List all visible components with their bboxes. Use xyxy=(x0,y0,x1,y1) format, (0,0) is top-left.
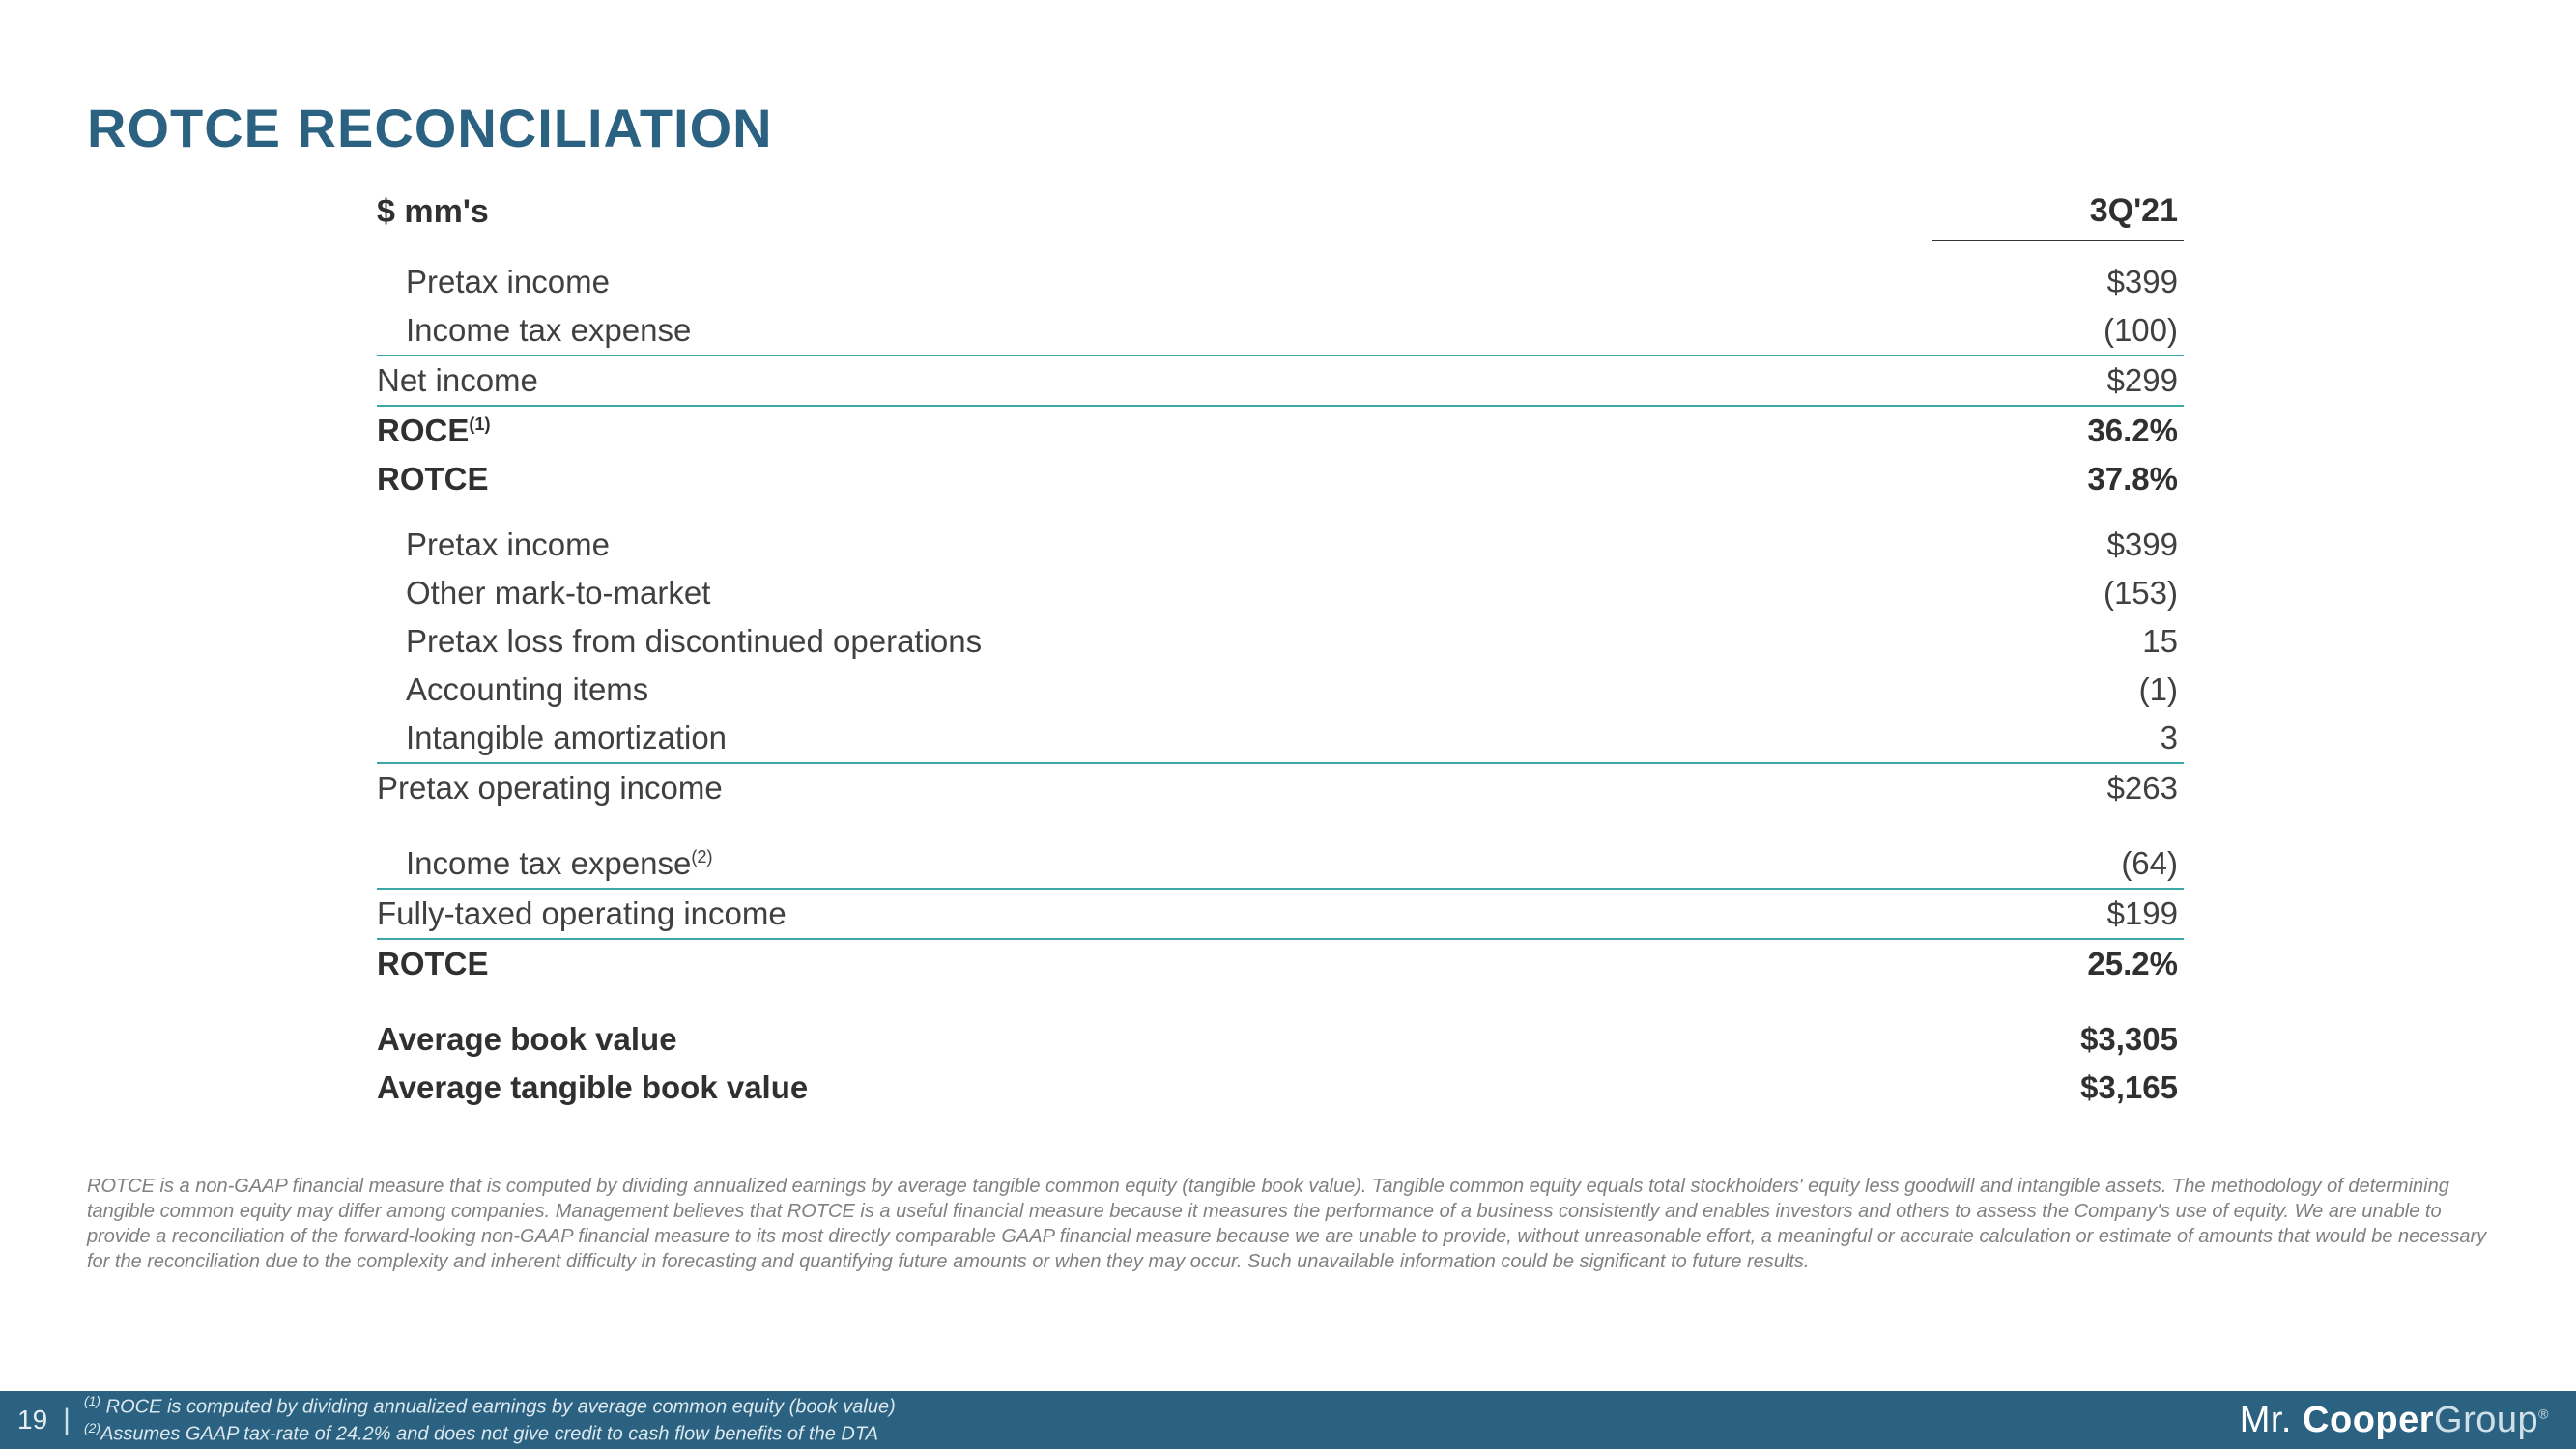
table-row: Pretax income$399 xyxy=(377,521,2184,569)
row-label: Intangible amortization xyxy=(377,714,1932,763)
row-value: $3,165 xyxy=(1932,1064,2184,1112)
spacer-row xyxy=(377,241,2184,258)
row-label: Other mark-to-market xyxy=(377,569,1932,617)
spacer-row xyxy=(377,812,2184,839)
row-label: ROTCE xyxy=(377,939,1932,988)
row-value: $199 xyxy=(1932,889,2184,939)
row-value: $299 xyxy=(1932,355,2184,406)
table-row: Pretax income$399 xyxy=(377,258,2184,306)
row-label: Pretax loss from discontinued operations xyxy=(377,617,1932,666)
row-value: (1) xyxy=(1932,666,2184,714)
row-label: ROTCE xyxy=(377,455,1932,503)
header-period: 3Q'21 xyxy=(1932,186,2184,241)
table-row: Average tangible book value$3,165 xyxy=(377,1064,2184,1112)
table-row: Average book value$3,305 xyxy=(377,1015,2184,1064)
row-value: 3 xyxy=(1932,714,2184,763)
row-superscript: (1) xyxy=(469,414,490,434)
footer-separator: | xyxy=(63,1404,84,1436)
brand-registered-icon: ® xyxy=(2538,1406,2549,1421)
footnote-1-text: ROCE is computed by dividing annualized … xyxy=(100,1397,896,1418)
row-label: Income tax expense xyxy=(377,306,1932,355)
row-value: $399 xyxy=(1932,258,2184,306)
table-row: Net income$299 xyxy=(377,355,2184,406)
row-label: Accounting items xyxy=(377,666,1932,714)
page-title: ROTCE RECONCILIATION xyxy=(87,97,2489,159)
footnote-2-text: Assumes GAAP tax-rate of 24.2% and does … xyxy=(100,1424,878,1445)
table-row: Other mark-to-market(153) xyxy=(377,569,2184,617)
row-label: Fully-taxed operating income xyxy=(377,889,1932,939)
row-value: 25.2% xyxy=(1932,939,2184,988)
table-row: Fully-taxed operating income$199 xyxy=(377,889,2184,939)
brand-cooper: Cooper xyxy=(2303,1400,2434,1440)
table-header-row: $ mm's3Q'21 xyxy=(377,186,2184,241)
table-row: Pretax operating income$263 xyxy=(377,763,2184,812)
table-row: Income tax expense(2)(64) xyxy=(377,839,2184,889)
row-value: 37.8% xyxy=(1932,455,2184,503)
footnote-2-sup: (2) xyxy=(84,1420,100,1435)
row-label: Pretax income xyxy=(377,521,1932,569)
row-value: 15 xyxy=(1932,617,2184,666)
row-value: $3,305 xyxy=(1932,1015,2184,1064)
table-row: Intangible amortization3 xyxy=(377,714,2184,763)
footer-bar: 19 | (1) ROCE is computed by dividing an… xyxy=(0,1391,2576,1449)
row-value: $263 xyxy=(1932,763,2184,812)
row-value: (64) xyxy=(1932,839,2184,889)
table-row: Accounting items(1) xyxy=(377,666,2184,714)
brand-group: Group xyxy=(2434,1400,2538,1440)
table-row: ROCE(1)36.2% xyxy=(377,406,2184,455)
row-label: Income tax expense(2) xyxy=(377,839,1932,889)
brand-logo: Mr. CooperGroup® xyxy=(2240,1400,2549,1441)
reconciliation-table: $ mm's3Q'21Pretax income$399Income tax e… xyxy=(377,186,2184,1112)
footnotes: (1) ROCE is computed by dividing annuali… xyxy=(84,1393,896,1446)
slide: ROTCE RECONCILIATION $ mm's3Q'21Pretax i… xyxy=(0,0,2576,1449)
row-value: $399 xyxy=(1932,521,2184,569)
row-label: Net income xyxy=(377,355,1932,406)
row-superscript: (2) xyxy=(691,847,712,867)
page-number: 19 xyxy=(17,1405,63,1435)
spacer-row xyxy=(377,988,2184,1015)
spacer-row xyxy=(377,503,2184,521)
row-label: Average book value xyxy=(377,1015,1932,1064)
row-value: 36.2% xyxy=(1932,406,2184,455)
footnote-1-sup: (1) xyxy=(84,1393,100,1408)
row-value: (100) xyxy=(1932,306,2184,355)
table-row: ROTCE25.2% xyxy=(377,939,2184,988)
disclosure-text: ROTCE is a non-GAAP financial measure th… xyxy=(87,1174,2489,1274)
brand-mr: Mr. xyxy=(2240,1400,2303,1440)
row-label: Pretax operating income xyxy=(377,763,1932,812)
header-unit: $ mm's xyxy=(377,186,1932,241)
row-label: Average tangible book value xyxy=(377,1064,1932,1112)
row-value: (153) xyxy=(1932,569,2184,617)
table-row: Pretax loss from discontinued operations… xyxy=(377,617,2184,666)
row-label: ROCE(1) xyxy=(377,406,1932,455)
table-row: Income tax expense(100) xyxy=(377,306,2184,355)
table-row: ROTCE37.8% xyxy=(377,455,2184,503)
row-label: Pretax income xyxy=(377,258,1932,306)
